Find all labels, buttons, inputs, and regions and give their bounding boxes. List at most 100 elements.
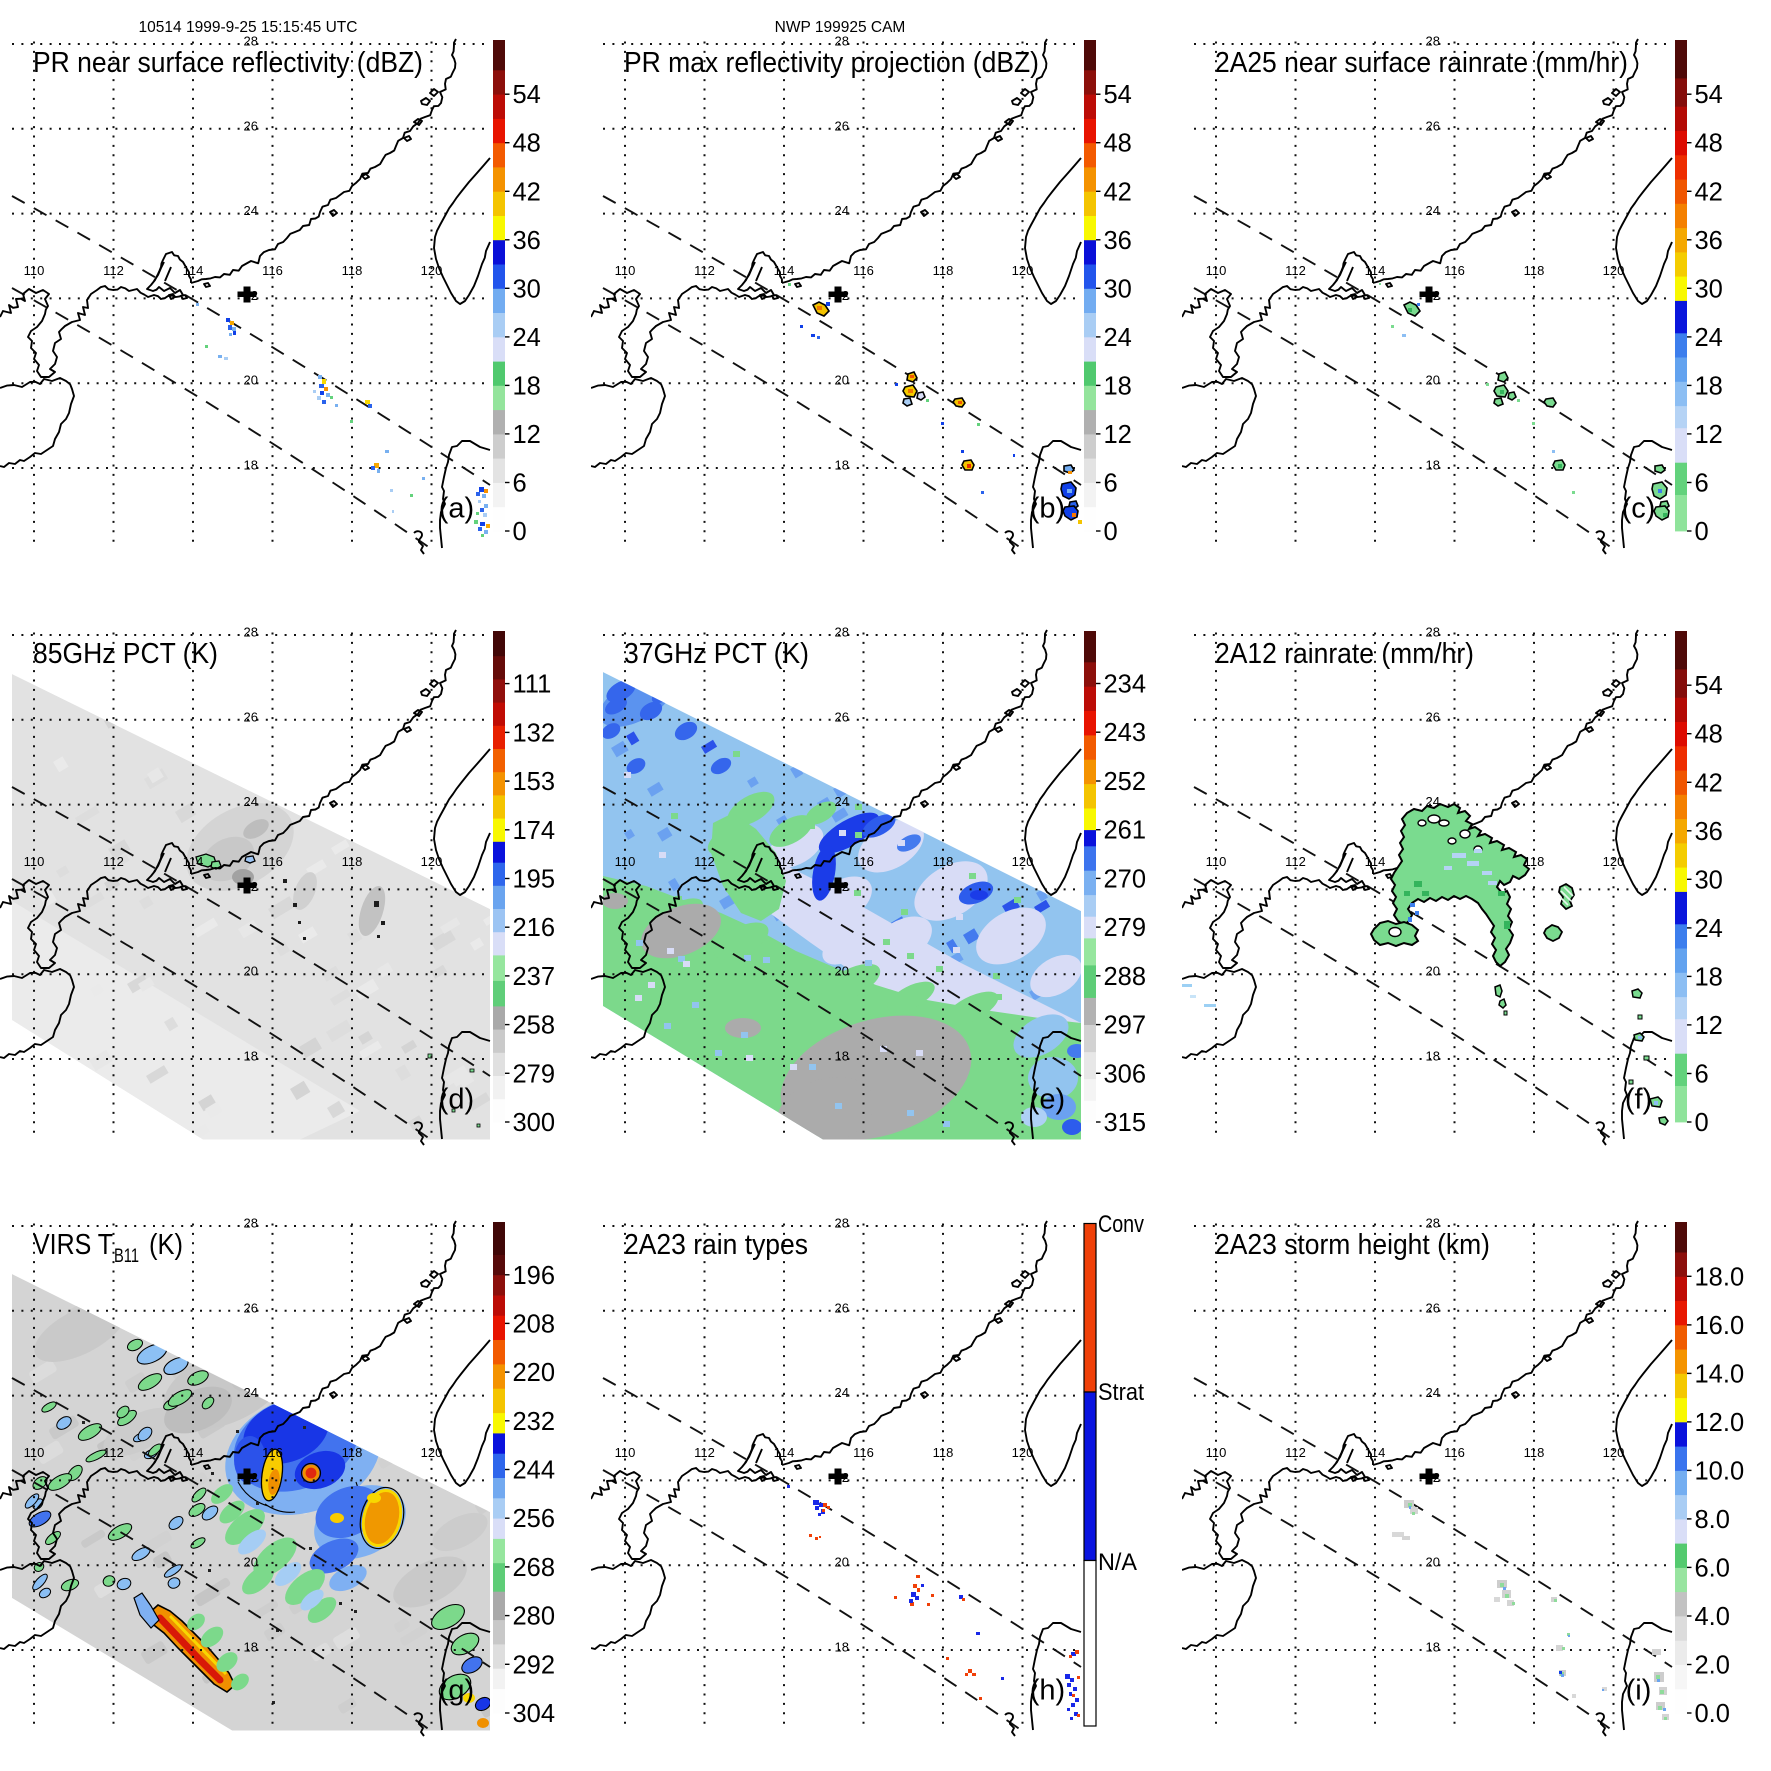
svg-text:(i): (i) <box>1626 1675 1652 1707</box>
svg-text:42: 42 <box>513 178 541 206</box>
svg-text:279: 279 <box>1104 914 1147 942</box>
svg-text:297: 297 <box>1104 1012 1147 1040</box>
svg-text:24: 24 <box>1695 915 1723 943</box>
svg-text:36: 36 <box>1104 227 1132 255</box>
svg-text:24: 24 <box>1695 324 1723 352</box>
svg-text:0: 0 <box>1104 518 1118 546</box>
svg-text:2A12 rainrate (mm/hr): 2A12 rainrate (mm/hr) <box>1215 638 1474 670</box>
svg-text:18: 18 <box>1695 963 1723 991</box>
svg-text:220: 220 <box>513 1359 556 1387</box>
svg-text:42: 42 <box>1695 769 1723 797</box>
svg-text:B11: B11 <box>114 1246 139 1267</box>
svg-text:16.0: 16.0 <box>1695 1312 1745 1340</box>
svg-text:8.0: 8.0 <box>1695 1506 1730 1534</box>
svg-text:12: 12 <box>1695 1012 1723 1040</box>
svg-text:VIRS T: VIRS T <box>33 1229 113 1261</box>
svg-text:85GHz PCT (K): 85GHz PCT (K) <box>33 638 218 670</box>
svg-text:36: 36 <box>513 227 541 255</box>
svg-text:270: 270 <box>1104 865 1147 893</box>
svg-text:37GHz PCT (K): 37GHz PCT (K) <box>624 638 809 670</box>
svg-text:18: 18 <box>1104 372 1132 400</box>
svg-text:(e): (e) <box>1030 1084 1065 1116</box>
svg-text:14.0: 14.0 <box>1695 1360 1745 1388</box>
svg-text:256: 256 <box>513 1505 556 1533</box>
svg-text:54: 54 <box>513 81 541 109</box>
svg-text:306: 306 <box>1104 1060 1147 1088</box>
svg-text:48: 48 <box>1695 721 1723 749</box>
svg-text:0: 0 <box>1695 518 1709 546</box>
svg-text:268: 268 <box>513 1554 556 1582</box>
svg-text:208: 208 <box>513 1310 556 1338</box>
svg-text:12: 12 <box>1104 421 1132 449</box>
svg-text:(b): (b) <box>1030 493 1065 525</box>
svg-text:(c): (c) <box>1622 493 1656 525</box>
svg-text:18.0: 18.0 <box>1695 1263 1745 1291</box>
svg-text:196: 196 <box>513 1262 556 1290</box>
svg-text:111: 111 <box>513 671 552 699</box>
svg-text:30: 30 <box>1104 275 1132 303</box>
svg-text:2A23 rain types: 2A23 rain types <box>624 1229 808 1261</box>
svg-text:2A23 storm height (km): 2A23 storm height (km) <box>1215 1229 1490 1261</box>
svg-text:0.0: 0.0 <box>1695 1700 1730 1728</box>
svg-text:216: 216 <box>513 914 556 942</box>
svg-text:6: 6 <box>513 470 527 498</box>
svg-text:36: 36 <box>1695 227 1723 255</box>
svg-text:30: 30 <box>1695 275 1723 303</box>
svg-text:234: 234 <box>1104 671 1147 699</box>
svg-text:232: 232 <box>513 1408 556 1436</box>
svg-text:Conv: Conv <box>1098 1211 1145 1238</box>
svg-text:244: 244 <box>513 1457 556 1485</box>
svg-text:261: 261 <box>1104 817 1147 845</box>
svg-text:24: 24 <box>513 324 541 352</box>
svg-text:195: 195 <box>513 866 556 894</box>
svg-text:12: 12 <box>1695 421 1723 449</box>
svg-text:258: 258 <box>513 1012 556 1040</box>
svg-text:24: 24 <box>1104 324 1132 352</box>
svg-text:6: 6 <box>1104 470 1118 498</box>
svg-text:(f): (f) <box>1625 1084 1652 1116</box>
svg-text:292: 292 <box>513 1651 556 1679</box>
svg-text:54: 54 <box>1104 81 1132 109</box>
svg-text:315: 315 <box>1104 1109 1147 1137</box>
svg-text:0: 0 <box>513 518 527 546</box>
svg-text:280: 280 <box>513 1603 556 1631</box>
svg-text:18: 18 <box>513 372 541 400</box>
svg-text:10.0: 10.0 <box>1695 1457 1745 1485</box>
svg-text:30: 30 <box>513 275 541 303</box>
svg-text:54: 54 <box>1695 672 1723 700</box>
svg-text:Strat: Strat <box>1098 1379 1144 1406</box>
svg-text:(a): (a) <box>439 493 474 525</box>
svg-text:PR near surface reflectivity (: PR near surface reflectivity (dBZ) <box>33 47 423 79</box>
svg-text:36: 36 <box>1695 818 1723 846</box>
svg-text:48: 48 <box>1695 130 1723 158</box>
svg-text:N/A: N/A <box>1098 1549 1138 1576</box>
svg-text:2A25 near surface rainrate (mm: 2A25 near surface rainrate (mm/hr) <box>1215 47 1628 79</box>
svg-text:4.0: 4.0 <box>1695 1603 1730 1631</box>
svg-text:48: 48 <box>513 130 541 158</box>
svg-text:12: 12 <box>513 421 541 449</box>
svg-text:30: 30 <box>1695 866 1723 894</box>
svg-text:153: 153 <box>513 768 556 796</box>
svg-text:174: 174 <box>513 817 556 845</box>
svg-text:(g): (g) <box>439 1675 474 1707</box>
svg-text:48: 48 <box>1104 130 1132 158</box>
svg-text:237: 237 <box>513 963 556 991</box>
svg-text:54: 54 <box>1695 81 1723 109</box>
svg-text:304: 304 <box>513 1700 556 1728</box>
svg-text:2.0: 2.0 <box>1695 1652 1730 1680</box>
svg-text:252: 252 <box>1104 768 1147 796</box>
svg-text:243: 243 <box>1104 719 1147 747</box>
svg-text:12.0: 12.0 <box>1695 1409 1745 1437</box>
svg-text:42: 42 <box>1695 178 1723 206</box>
svg-text:6: 6 <box>1695 1061 1709 1089</box>
svg-text:6.0: 6.0 <box>1695 1554 1730 1582</box>
svg-text:(K): (K) <box>149 1229 183 1261</box>
svg-text:42: 42 <box>1104 178 1132 206</box>
svg-text:0: 0 <box>1695 1109 1709 1137</box>
svg-text:288: 288 <box>1104 963 1147 991</box>
svg-text:279: 279 <box>513 1060 556 1088</box>
svg-text:6: 6 <box>1695 470 1709 498</box>
svg-text:(d): (d) <box>439 1084 474 1116</box>
svg-text:(h): (h) <box>1030 1675 1065 1707</box>
svg-text:300: 300 <box>513 1109 556 1137</box>
